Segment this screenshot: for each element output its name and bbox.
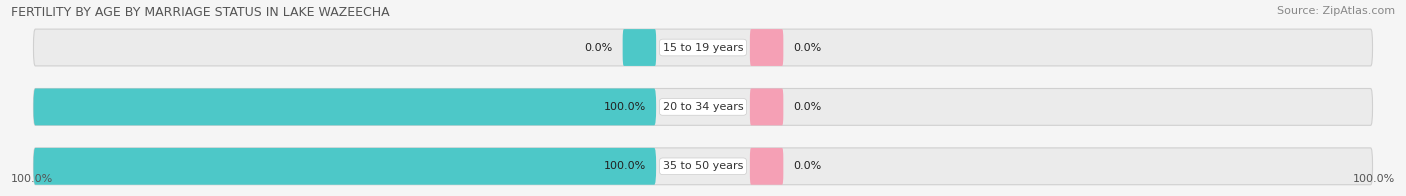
Text: Source: ZipAtlas.com: Source: ZipAtlas.com	[1277, 6, 1395, 16]
Text: 20 to 34 years: 20 to 34 years	[662, 102, 744, 112]
Text: 0.0%: 0.0%	[793, 161, 821, 171]
Text: 15 to 19 years: 15 to 19 years	[662, 43, 744, 53]
Text: 100.0%: 100.0%	[603, 161, 647, 171]
Text: 100.0%: 100.0%	[11, 174, 53, 184]
Text: 0.0%: 0.0%	[585, 43, 613, 53]
FancyBboxPatch shape	[749, 29, 783, 66]
FancyBboxPatch shape	[34, 29, 1372, 66]
Text: 0.0%: 0.0%	[793, 43, 821, 53]
FancyBboxPatch shape	[749, 89, 783, 125]
FancyBboxPatch shape	[34, 89, 657, 125]
FancyBboxPatch shape	[34, 148, 657, 185]
Text: FERTILITY BY AGE BY MARRIAGE STATUS IN LAKE WAZEECHA: FERTILITY BY AGE BY MARRIAGE STATUS IN L…	[11, 6, 389, 19]
FancyBboxPatch shape	[34, 148, 1372, 185]
Text: 100.0%: 100.0%	[1353, 174, 1395, 184]
Text: 100.0%: 100.0%	[603, 102, 647, 112]
Text: 35 to 50 years: 35 to 50 years	[662, 161, 744, 171]
FancyBboxPatch shape	[34, 89, 1372, 125]
FancyBboxPatch shape	[623, 29, 657, 66]
FancyBboxPatch shape	[749, 148, 783, 185]
Text: 0.0%: 0.0%	[793, 102, 821, 112]
